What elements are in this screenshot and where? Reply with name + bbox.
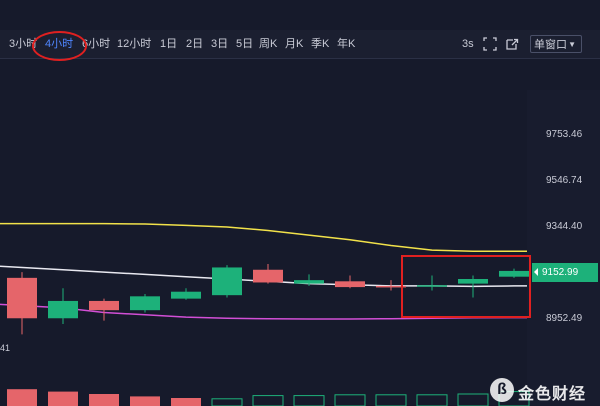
volume-bar (457, 393, 489, 406)
candle-body (458, 279, 488, 284)
y-tick-label: 8952.49 (546, 313, 583, 324)
logo-icon: ß (490, 378, 514, 402)
candle-body (294, 280, 324, 284)
price-axis (527, 90, 600, 406)
candle-body (89, 300, 119, 311)
volume-bar (416, 394, 448, 406)
timeframe-tab[interactable]: 12小时 (117, 38, 152, 50)
candle-body (171, 291, 201, 299)
window-mode-label: 单窗口 (534, 39, 567, 51)
watermark: ß 金色财经 (490, 378, 600, 404)
candle-body (48, 300, 78, 319)
volume-bar (171, 398, 201, 406)
volume-bar (375, 394, 407, 406)
moving-average-line (0, 265, 527, 288)
candle-body (253, 269, 283, 283)
candle-body (7, 277, 37, 319)
timeframe-tab[interactable]: 季K (311, 38, 330, 50)
price-pointer-icon (534, 268, 538, 276)
timeframe-tab[interactable]: 周K (259, 38, 278, 50)
annotation-circle (32, 31, 87, 61)
volume-bar (130, 396, 160, 406)
timeframe-tab[interactable]: 3日 (211, 38, 229, 50)
annotation-box (401, 255, 531, 318)
moving-average-line (0, 222, 527, 253)
candle-body (335, 281, 365, 288)
y-tick-label: 9753.46 (546, 129, 583, 140)
timeframe-tab[interactable]: 3小时 (9, 38, 38, 50)
current-price-value: 9152.99 (542, 267, 579, 278)
y-tick-label: 9546.74 (546, 175, 583, 186)
volume-bar (293, 395, 325, 406)
volume-bar (89, 394, 119, 406)
chevron-down-icon: ▼ (568, 40, 576, 49)
candle-body (130, 296, 160, 311)
timeframe-toolbar (0, 30, 600, 59)
popout-window-icon[interactable] (505, 37, 519, 51)
candle-body (376, 285, 406, 288)
candle-body (212, 267, 242, 296)
candlestick-chart[interactable] (0, 90, 600, 406)
candle-body (417, 285, 447, 287)
timeframe-tab[interactable]: 1日 (160, 38, 178, 50)
volume-bar (334, 394, 366, 406)
fullscreen-icon[interactable] (483, 37, 497, 51)
volume-bar (211, 398, 243, 406)
y-tick-label: 9344.40 (546, 221, 583, 232)
refresh-interval[interactable]: 3s (462, 38, 474, 50)
watermark-text: 金色财经 (518, 386, 587, 403)
current-price-tag: 9152.99 (532, 263, 598, 282)
timeframe-tab[interactable]: 2日 (186, 38, 204, 50)
volume-bar (7, 389, 37, 406)
timeframe-tab[interactable]: 月K (285, 38, 304, 50)
timeframe-tab[interactable]: 5日 (236, 38, 254, 50)
price-label-fragment: 41 (0, 343, 11, 353)
candle-body (499, 270, 529, 277)
volume-bar (252, 395, 284, 406)
timeframe-tab[interactable]: 年K (337, 38, 356, 50)
window-mode-dropdown[interactable]: 单窗口 ▼ (530, 35, 582, 53)
timeframe-tab[interactable]: 6小时 (82, 38, 111, 50)
volume-bar (48, 391, 78, 406)
